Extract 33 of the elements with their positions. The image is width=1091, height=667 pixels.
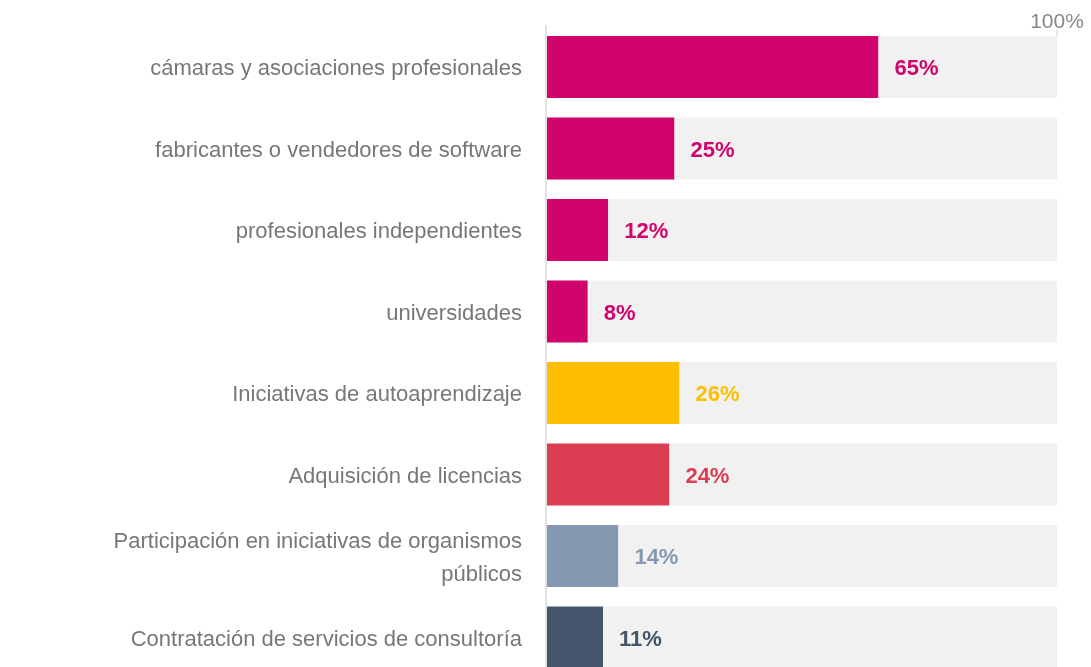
data-label: 26%: [695, 381, 740, 406]
bar: [679, 362, 1057, 424]
data-label: 25%: [690, 136, 735, 162]
y-tick-label: Iniciativas de autoaprendizaje: [232, 381, 522, 406]
y-tick-label: fabricantes o vendedores de software: [155, 136, 522, 162]
data-label: 24%: [685, 462, 730, 488]
data-label: 11%: [619, 625, 662, 651]
y-tick-label: cámaras y asociaciones profesionales: [150, 55, 522, 80]
bar: [547, 606, 604, 667]
y-tick-label: Adquisición de licencias: [288, 462, 522, 488]
bar: [547, 443, 670, 506]
bar: [547, 525, 619, 587]
y-tick-label: Participación en iniciativas de organismos públicos: [113, 527, 522, 586]
y-tick-label: profesionales independientes: [235, 218, 522, 243]
bar: [608, 199, 1057, 261]
x-tick-label: 100%: [1030, 9, 1084, 32]
bar: [587, 280, 1057, 343]
y-tick-label: universidades: [386, 299, 522, 325]
bar: [674, 117, 1057, 180]
data-label: 12%: [624, 218, 669, 243]
bar: [669, 443, 1057, 506]
data-label: 14%: [634, 544, 679, 569]
bar: [547, 280, 588, 343]
bar: [878, 36, 1057, 98]
bar: [618, 525, 1057, 587]
bar: [603, 606, 1057, 667]
data-label: 8%: [603, 299, 636, 325]
bar: [547, 199, 609, 261]
bar: [547, 36, 879, 98]
bar: [547, 117, 675, 180]
y-tick-label: Contratación de servicios de consultoría: [130, 625, 523, 651]
data-label: 65%: [894, 55, 939, 80]
bar: [547, 362, 680, 424]
